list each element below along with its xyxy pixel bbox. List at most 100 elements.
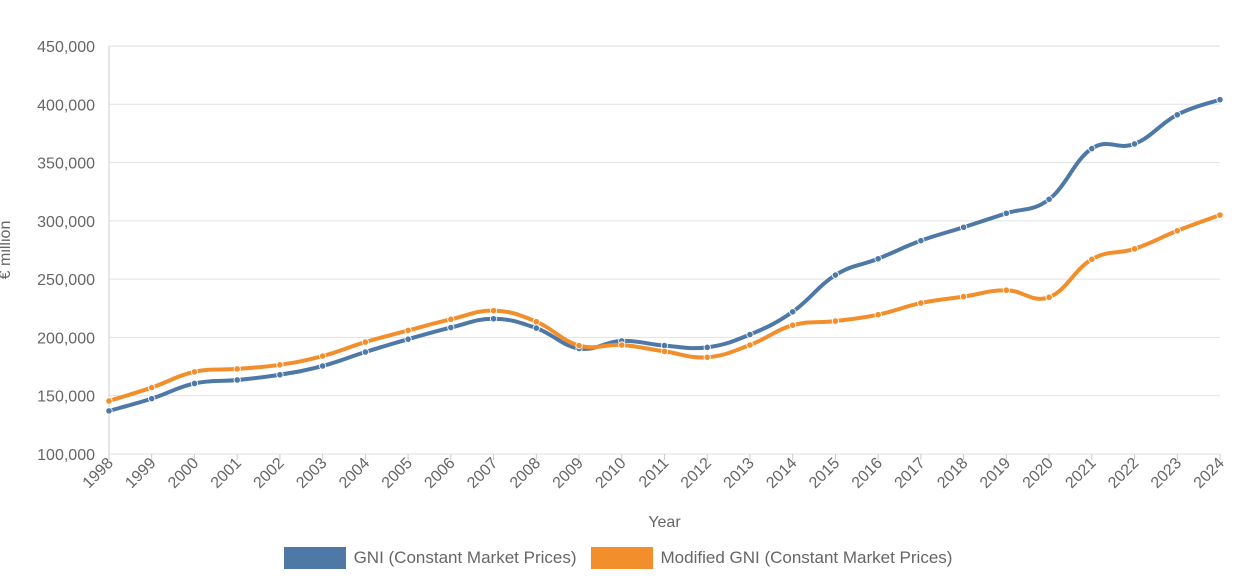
data-point-gni[interactable] <box>404 335 412 343</box>
data-point-gni[interactable] <box>489 315 498 323</box>
data-point-modified-gni[interactable] <box>361 338 369 346</box>
data-point-modified-gni[interactable] <box>532 318 540 326</box>
x-tick-label: 2022 <box>1105 455 1142 492</box>
data-point-modified-gni[interactable] <box>190 368 199 376</box>
y-axis-ticks: 100,000 150,000 200,000 250,000 300,000 350,0… <box>37 39 95 464</box>
data-point-gni[interactable] <box>746 330 754 339</box>
x-tick-label: 2018 <box>934 455 971 492</box>
x-tick-label: 2007 <box>464 455 501 492</box>
data-point-gni[interactable] <box>703 343 711 351</box>
y-tick-label: 300,000 <box>37 214 95 231</box>
x-tick-label: 2024 <box>1191 455 1228 492</box>
x-tick-label: 2009 <box>550 455 587 492</box>
x-tick-label: 2016 <box>849 455 886 492</box>
y-tick-label: 200,000 <box>37 330 95 347</box>
x-tick-label: 2011 <box>636 455 672 491</box>
x-tick-label: 2014 <box>763 455 800 492</box>
x-tick-label: 2012 <box>678 455 715 492</box>
data-point-gni[interactable] <box>831 271 840 279</box>
data-point-gni[interactable] <box>1130 140 1139 148</box>
data-point-modified-gni[interactable] <box>1002 286 1010 294</box>
y-tick-label: 250,000 <box>37 272 95 289</box>
data-point-gni[interactable] <box>233 376 241 384</box>
x-tick-label: 2005 <box>379 455 416 492</box>
series-layer <box>105 96 1224 415</box>
data-point-modified-gni[interactable] <box>960 293 968 301</box>
y-tick-label: 400,000 <box>37 97 95 114</box>
x-tick-label: 2020 <box>1020 455 1057 492</box>
data-point-gni[interactable] <box>105 407 113 415</box>
y-tick-label: 350,000 <box>37 156 95 173</box>
data-point-modified-gni[interactable] <box>148 383 156 392</box>
data-point-modified-gni[interactable] <box>276 361 284 369</box>
legend-item-modified-gni[interactable]: Modified GNI (Constant Market Prices) <box>590 547 953 569</box>
data-point-modified-gni[interactable] <box>660 347 669 356</box>
data-point-gni[interactable] <box>361 348 369 356</box>
data-point-gni[interactable] <box>789 308 797 316</box>
x-tick-label: 2023 <box>1148 455 1185 492</box>
y-tick-label: 450,000 <box>37 39 95 56</box>
x-tick-label: 2015 <box>806 455 843 492</box>
series-modified-gni <box>105 211 1224 405</box>
data-point-modified-gni[interactable] <box>105 397 113 405</box>
series-gni <box>105 96 1224 415</box>
legend-item-gni[interactable]: GNI (Constant Market Prices) <box>283 547 577 569</box>
data-point-modified-gni[interactable] <box>1130 245 1139 253</box>
data-point-gni[interactable] <box>190 379 199 388</box>
data-point-gni[interactable] <box>1002 209 1010 217</box>
data-point-modified-gni[interactable] <box>1216 211 1224 219</box>
data-point-gni[interactable] <box>874 255 882 263</box>
data-point-modified-gni[interactable] <box>746 341 754 349</box>
legend-label-gni: GNI (Constant Market Prices) <box>353 548 577 567</box>
data-point-modified-gni[interactable] <box>703 353 711 361</box>
data-point-modified-gni[interactable] <box>489 307 498 315</box>
data-point-modified-gni[interactable] <box>917 299 925 307</box>
data-point-modified-gni[interactable] <box>575 341 583 350</box>
data-point-gni[interactable] <box>917 237 925 245</box>
x-tick-label: 2021 <box>1062 455 1099 492</box>
x-tick-label: 2003 <box>293 455 330 492</box>
data-point-gni[interactable] <box>532 324 540 332</box>
x-tick-label: 2000 <box>165 455 202 492</box>
data-point-modified-gni[interactable] <box>618 341 626 349</box>
data-point-gni[interactable] <box>1045 195 1053 203</box>
data-point-gni[interactable] <box>447 323 455 332</box>
legend-label-modified-gni: Modified GNI (Constant Market Prices) <box>660 548 953 567</box>
data-point-gni[interactable] <box>319 362 327 370</box>
y-axis-title: € million <box>0 221 14 280</box>
data-point-gni[interactable] <box>1173 111 1181 119</box>
data-point-modified-gni[interactable] <box>447 315 455 323</box>
line-chart: 100,000 150,000 200,000 250,000 300,000 350,0… <box>0 39 1228 531</box>
x-tick-label: 2010 <box>592 455 629 492</box>
data-point-gni[interactable] <box>1088 144 1096 153</box>
x-tick-label: 2001 <box>208 455 245 492</box>
data-point-modified-gni[interactable] <box>1088 255 1096 263</box>
x-tick-label: 2008 <box>507 455 544 492</box>
data-point-modified-gni[interactable] <box>319 352 327 360</box>
x-axis-title: Year <box>648 514 681 531</box>
grid-lines <box>109 45 1220 455</box>
y-tick-label: 100,000 <box>37 447 95 464</box>
data-point-gni[interactable] <box>276 371 284 379</box>
data-point-modified-gni[interactable] <box>789 321 797 329</box>
x-tick-label: 2019 <box>977 455 1014 492</box>
data-point-modified-gni[interactable] <box>404 326 412 335</box>
data-point-modified-gni[interactable] <box>1045 293 1053 301</box>
y-tick-label: 150,000 <box>37 389 95 406</box>
data-point-modified-gni[interactable] <box>1173 227 1181 235</box>
x-axis-ticks: 1998 1999 2000 2001 2002 2003 2004 2005 2006 2007… <box>80 454 1228 492</box>
data-point-modified-gni[interactable] <box>233 365 241 373</box>
series-line-modified-gni <box>107 213 1222 403</box>
x-tick-label: 2017 <box>892 455 929 492</box>
data-point-gni[interactable] <box>960 223 968 231</box>
x-tick-label: 2013 <box>721 455 758 492</box>
legend-swatch-gni <box>283 547 346 569</box>
data-point-gni[interactable] <box>148 395 156 403</box>
legend-swatch-modified-gni <box>590 547 653 569</box>
x-tick-label: 2006 <box>421 455 458 492</box>
data-point-modified-gni[interactable] <box>874 311 882 319</box>
data-point-gni[interactable] <box>1216 96 1224 104</box>
x-tick-label: 2002 <box>251 455 288 492</box>
legend: GNI (Constant Market Prices) Modified GN… <box>0 547 1236 569</box>
data-point-modified-gni[interactable] <box>831 317 840 325</box>
